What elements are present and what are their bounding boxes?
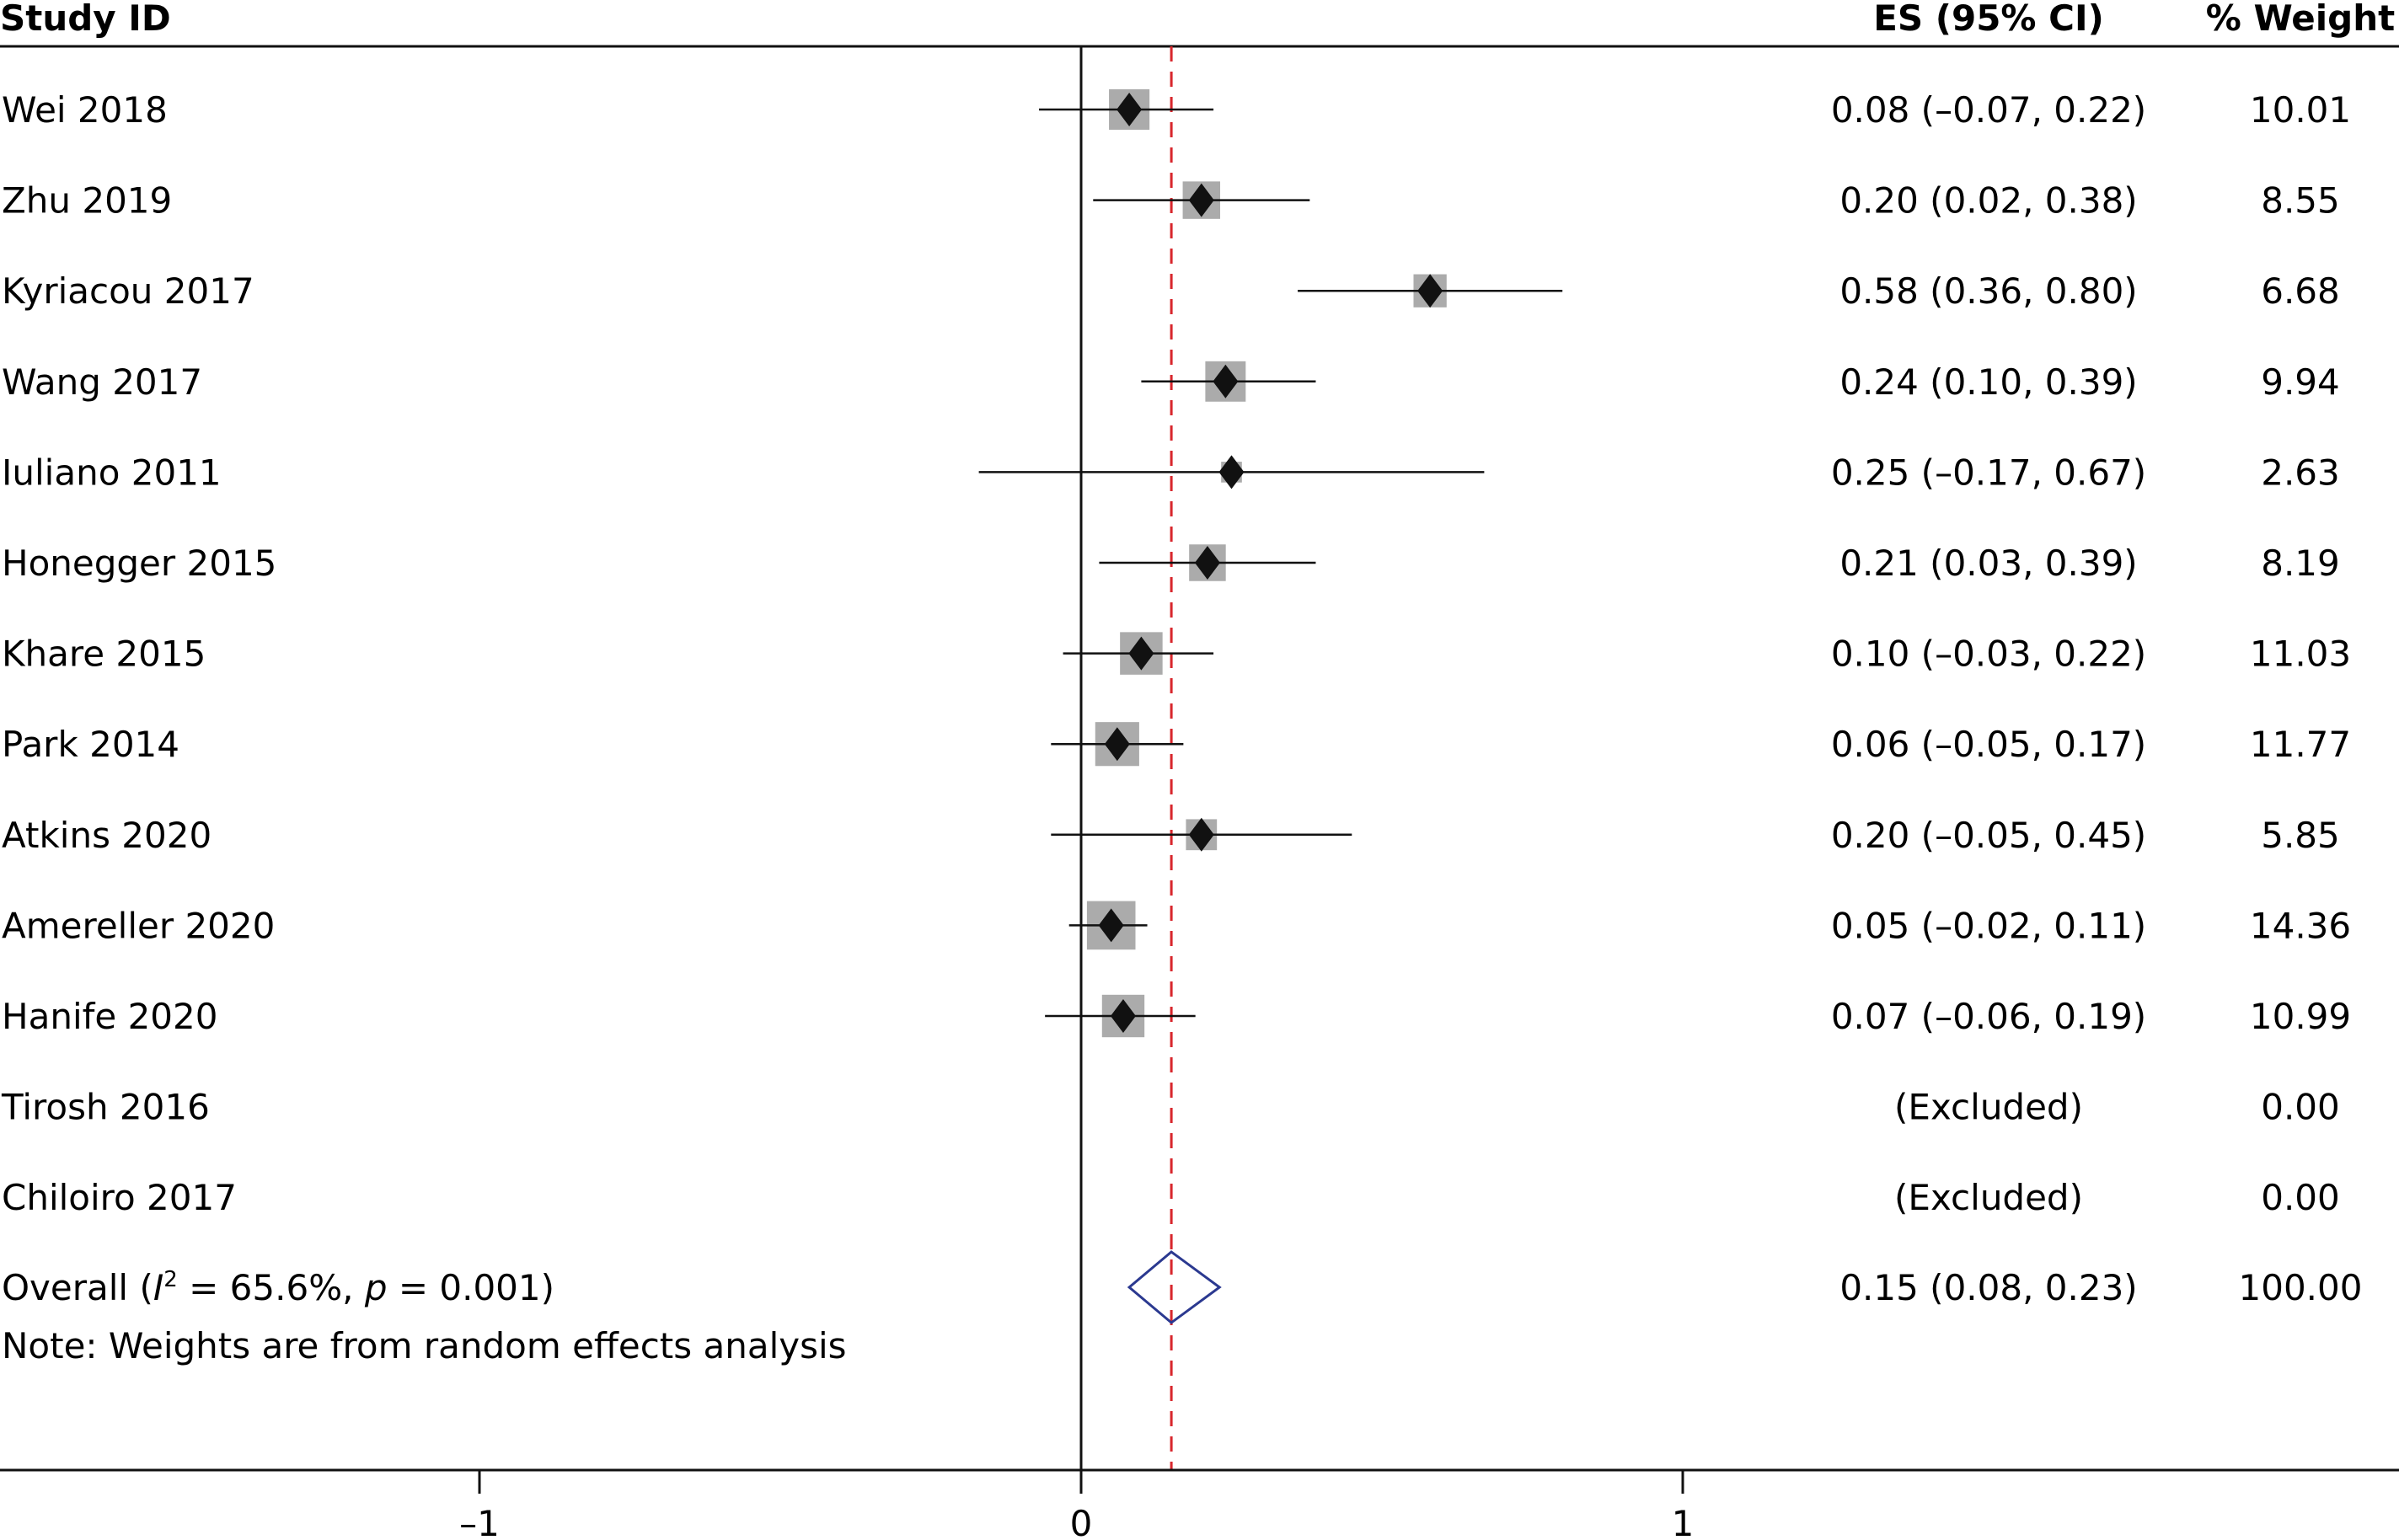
study-es-text: (Excluded) [1894,1177,2083,1218]
study-row: Park 2014 0.06 (–0.05, 0.17) 11.77 [2,722,2351,767]
study-label: Zhu 2019 [2,180,172,222]
study-row: Atkins 2020 0.20 (–0.05, 0.45) 5.85 [2,815,2340,856]
study-es-text: (Excluded) [1894,1087,2083,1128]
study-row: Hanife 2020 0.07 (–0.06, 0.19) 10.99 [2,994,2351,1038]
header-es: ES (95% CI) [1873,0,2104,39]
study-point-diamond [1128,636,1154,671]
study-label: Khare 2015 [2,634,206,675]
study-point-diamond [1218,455,1245,489]
study-point-diamond [1110,999,1136,1033]
study-label: Honegger 2015 [2,543,276,584]
study-point-diamond [1116,93,1143,126]
overall-weight-text: 100.00 [2239,1267,2363,1308]
overall-label: Overall (I2 = 65.6%, p = 0.001) [2,1267,554,1308]
study-label: Wei 2018 [2,89,168,131]
study-es-text: 0.06 (–0.05, 0.17) [1831,724,2146,765]
study-row: Iuliano 2011 0.25 (–0.17, 0.67) 2.63 [2,452,2340,493]
study-point-diamond [1417,274,1443,308]
x-tick-label: –1 [459,1503,500,1540]
study-weight-text: 9.94 [2261,361,2340,403]
study-point-diamond [1098,908,1124,943]
study-point-diamond [1188,817,1214,852]
study-label: Amereller 2020 [2,905,275,946]
study-label: Kyriacou 2017 [2,270,254,312]
study-row: Wei 2018 0.08 (–0.07, 0.22) 10.01 [2,88,2351,131]
study-es-text: 0.10 (–0.03, 0.22) [1831,634,2146,675]
study-row: Chiloiro 2017 (Excluded) 0.00 [2,1177,2340,1218]
study-weight-text: 11.77 [2250,724,2351,765]
study-es-text: 0.24 (0.10, 0.39) [1839,361,2137,403]
study-point-diamond [1213,364,1239,398]
study-weight-text: 0.00 [2261,1177,2340,1218]
study-label: Chiloiro 2017 [2,1177,237,1218]
study-label: Wang 2017 [2,361,202,403]
study-point-diamond [1104,727,1130,762]
study-es-text: 0.20 (–0.05, 0.45) [1831,815,2146,856]
study-row: Khare 2015 0.10 (–0.03, 0.22) 11.03 [2,632,2351,675]
study-weight-text: 11.03 [2250,634,2351,675]
study-es-text: 0.21 (0.03, 0.39) [1839,543,2137,584]
study-row: Zhu 2019 0.20 (0.02, 0.38) 8.55 [2,180,2340,222]
study-label: Iuliano 2011 [2,452,222,493]
study-point-diamond [1194,546,1220,580]
x-tick-label: 0 [1070,1503,1093,1540]
study-label: Hanife 2020 [2,996,217,1037]
note-text: Note: Weights are from random effects an… [2,1325,847,1366]
study-label: Tirosh 2016 [1,1087,210,1128]
study-es-text: 0.25 (–0.17, 0.67) [1831,452,2146,493]
study-weight-text: 6.68 [2261,270,2340,312]
study-label: Atkins 2020 [2,815,212,856]
overall-es-text: 0.15 (0.08, 0.23) [1839,1267,2137,1308]
study-weight-text: 5.85 [2261,815,2340,856]
study-row: Tirosh 2016 (Excluded) 0.00 [1,1087,2340,1128]
study-es-text: 0.05 (–0.02, 0.11) [1831,905,2146,946]
study-weight-text: 2.63 [2261,452,2340,493]
study-row: Honegger 2015 0.21 (0.03, 0.39) 8.19 [2,543,2340,584]
study-weight-text: 8.55 [2261,180,2340,222]
study-row: Amereller 2020 0.05 (–0.02, 0.11) 14.36 [2,901,2351,950]
study-weight-text: 10.99 [2250,996,2351,1037]
study-weight-text: 14.36 [2250,905,2351,946]
study-point-diamond [1188,183,1214,217]
study-weight-text: 0.00 [2261,1087,2340,1128]
header-study-id: Study ID [0,0,171,39]
study-row: Kyriacou 2017 0.58 (0.36, 0.80) 6.68 [2,270,2340,312]
x-tick-label: 1 [1672,1503,1695,1540]
study-es-text: 0.07 (–0.06, 0.19) [1831,996,2146,1037]
study-es-text: 0.20 (0.02, 0.38) [1839,180,2137,222]
study-es-text: 0.58 (0.36, 0.80) [1839,270,2137,312]
overall-diamond [1127,1250,1222,1324]
study-weight-text: 8.19 [2261,543,2340,584]
study-label: Park 2014 [2,724,179,765]
study-row: Wang 2017 0.24 (0.10, 0.39) 9.94 [2,361,2340,403]
header-weight: % Weight [2206,0,2395,39]
study-es-text: 0.08 (–0.07, 0.22) [1831,89,2146,131]
study-weight-text: 10.01 [2250,89,2351,131]
